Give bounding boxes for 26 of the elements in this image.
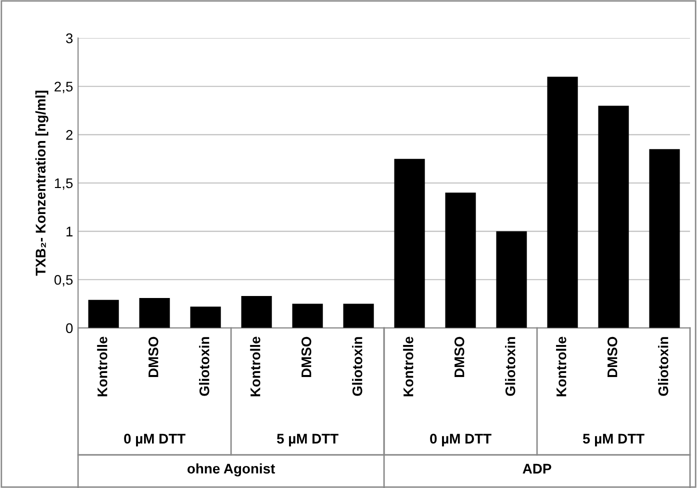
y-tick-label: 1,5 (54, 178, 73, 190)
x-tick-label: Kontrolle (97, 336, 108, 396)
text: ohne Agonist (188, 463, 275, 476)
x-tick-label: Gliotoxin (658, 337, 668, 396)
x-tick-label: Gliotoxin (505, 337, 516, 396)
y-tick-label: 2,5 (54, 82, 73, 94)
x-tick-label: Gliotoxin (199, 337, 210, 396)
y-tick-label: 0,5 (54, 274, 73, 286)
y-tick-label: 2 (66, 130, 73, 140)
text: 5 µM DTT (276, 434, 338, 446)
x-tick-label: Gliotoxin (352, 337, 362, 396)
x-tick-label: Kontrolle (556, 336, 566, 396)
y-tick-label: 3 (66, 33, 73, 44)
text: 5 µM DTT (582, 434, 644, 446)
x-tick-label: DMSO (148, 336, 158, 378)
x-tick-label: DMSO (607, 336, 618, 378)
y-axis-title: TXB₂- Konzentration [ng/ml] (35, 90, 48, 276)
text: ADP (522, 464, 552, 474)
y-tick-label: 1 (66, 226, 73, 236)
x-tick-label: DMSO (301, 336, 312, 378)
text: 0 µM DTT (124, 434, 186, 446)
text: 0 µM DTT (430, 434, 492, 446)
x-tick-label: DMSO (454, 336, 464, 378)
x-tick-label: Kontrolle (403, 336, 414, 396)
y-tick-label: 0 (66, 323, 73, 334)
x-tick-label: Kontrolle (250, 336, 260, 396)
